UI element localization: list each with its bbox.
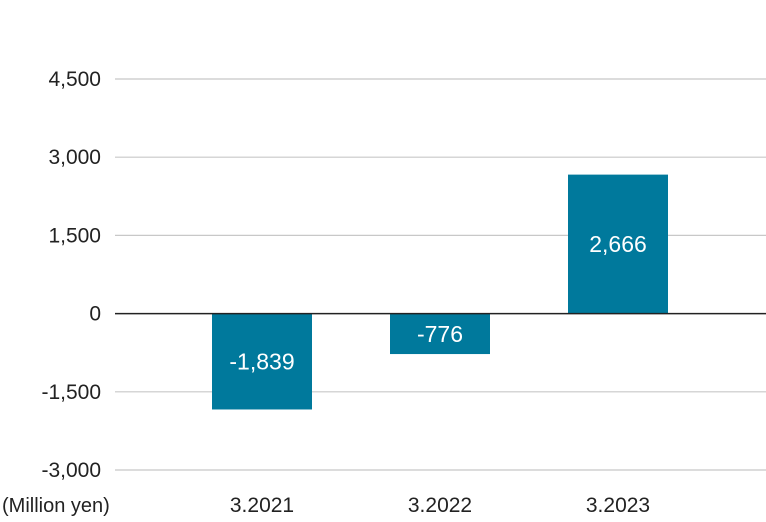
bars [212, 174, 668, 410]
data-label: -1,839 [229, 349, 294, 375]
y-axis-tick-labels: 4,500 3,000 1,500 0 -1,500 -3,000 [41, 68, 101, 482]
x-category-label: 3.2023 [586, 494, 650, 517]
data-labels: -1,839 -776 2,666 [229, 231, 646, 374]
y-tick-label: 1,500 [48, 224, 101, 247]
bar-3-2021 [212, 313, 312, 410]
unit-label: (Million yen) [2, 495, 110, 517]
y-tick-label: 0 [89, 303, 101, 326]
x-axis-category-labels: 3.2021 3.2022 3.2023 [230, 494, 650, 517]
y-tick-label: 3,000 [48, 146, 101, 169]
x-category-label: 3.2022 [408, 494, 472, 517]
y-tick-label: 4,500 [48, 68, 101, 91]
data-label: 2,666 [589, 231, 647, 257]
bar-3-2022 [390, 313, 490, 355]
data-label: -776 [417, 321, 463, 347]
y-tick-label: -1,500 [41, 381, 101, 404]
y-tick-label: -3,000 [41, 459, 101, 482]
gridlines [115, 78, 766, 471]
x-category-label: 3.2021 [230, 494, 294, 517]
bar-3-2023 [568, 174, 668, 314]
